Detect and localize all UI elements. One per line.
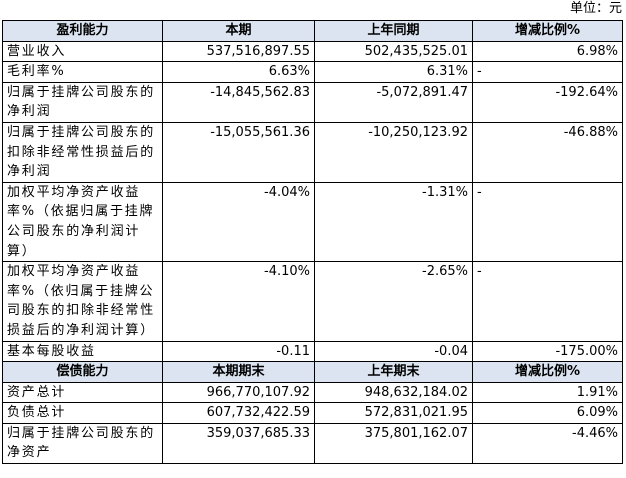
value-cell: 6.63% bbox=[162, 61, 315, 83]
header-cell: 偿债能力 bbox=[2, 361, 163, 383]
value-cell: -0.04 bbox=[314, 340, 473, 363]
data-row: 加权平均净资产收益率%（依据归属于挂牌公司股东的净利润计算） -4.04% -1.3… bbox=[2, 181, 623, 263]
value-cell: -14,845,562.83 bbox=[162, 81, 315, 123]
row-label: 归属于挂牌公司股东的净利润 bbox=[2, 81, 163, 123]
value-cell: -5,072,891.47 bbox=[314, 81, 473, 123]
row-label: 归属于挂牌公司股东的净资产 bbox=[2, 422, 163, 465]
unit-note: 单位：元 bbox=[569, 1, 622, 16]
value-cell: - bbox=[472, 181, 623, 263]
header-row: 盈利能力 本期 上年同期 增减比例% bbox=[2, 20, 623, 42]
header-cell: 盈利能力 bbox=[2, 20, 163, 42]
value-cell: 6.09% bbox=[472, 402, 623, 424]
row-label: 资产总计 bbox=[2, 381, 163, 404]
value-cell: 948,632,184.02 bbox=[314, 381, 473, 404]
value-cell: -1.31% bbox=[314, 181, 473, 263]
header-cell: 本期期末 bbox=[162, 361, 315, 383]
row-label: 负债总计 bbox=[2, 402, 163, 424]
value-cell: - bbox=[472, 61, 623, 83]
value-cell: 1.91% bbox=[472, 381, 623, 404]
data-row: 资产总计 966,770,107.92 948,632,184.02 1.91% bbox=[2, 381, 623, 404]
value-cell: -175.00% bbox=[472, 340, 623, 363]
value-cell: 6.98% bbox=[472, 40, 623, 63]
row-label: 归属于挂牌公司股东的扣除非经常性损益后的净利润 bbox=[2, 121, 163, 183]
value-cell: 572,831,021.95 bbox=[314, 402, 473, 424]
data-row: 负债总计 607,732,422.59 572,831,021.95 6.09% bbox=[2, 402, 623, 424]
header-cell: 上年同期 bbox=[314, 20, 473, 42]
value-cell: -10,250,123.92 bbox=[314, 121, 473, 183]
data-row: 毛利率% 6.63% 6.31% - bbox=[2, 61, 623, 83]
header-cell: 增减比例% bbox=[472, 20, 623, 42]
data-row: 基本每股收益 -0.11 -0.04 -175.00% bbox=[2, 340, 623, 363]
data-row: 归属于挂牌公司股东的扣除非经常性损益后的净利润 -15,055,561.36 -10… bbox=[2, 121, 623, 183]
data-row: 归属于挂牌公司股东的净利润 -14,845,562.83 -5,072,891.47… bbox=[2, 81, 623, 123]
value-cell: -192.64% bbox=[472, 81, 623, 123]
value-cell: 607,732,422.59 bbox=[162, 402, 315, 424]
row-label: 加权平均净资产收益率%（依据归属于挂牌公司股东的净利润计算） bbox=[2, 181, 163, 263]
value-cell: 502,435,525.01 bbox=[314, 40, 473, 63]
row-label: 基本每股收益 bbox=[2, 340, 163, 363]
value-cell: -15,055,561.36 bbox=[162, 121, 315, 183]
value-cell: -2.65% bbox=[314, 261, 473, 342]
value-cell: 375,801,162.07 bbox=[314, 422, 473, 465]
header-cell: 增减比例% bbox=[472, 361, 623, 383]
financial-table: 盈利能力 本期 上年同期 增减比例% 营业收入 537,516,897.55 502,435… bbox=[2, 20, 623, 465]
data-row: 加权平均净资产收益率%（依归属于挂牌公司股东的扣除非经常性损益后的净利润计算） -… bbox=[2, 261, 623, 342]
data-row: 营业收入 537,516,897.55 502,435,525.01 6.98% bbox=[2, 40, 623, 63]
header-row: 偿债能力 本期期末 上年期末 增减比例% bbox=[2, 361, 623, 383]
row-label: 营业收入 bbox=[2, 40, 163, 63]
value-cell: - bbox=[472, 261, 623, 342]
value-cell: 537,516,897.55 bbox=[162, 40, 315, 63]
header-cell: 本期 bbox=[162, 20, 315, 42]
value-cell: -46.88% bbox=[472, 121, 623, 183]
value-cell: 359,037,685.33 bbox=[162, 422, 315, 465]
row-label: 加权平均净资产收益率%（依归属于挂牌公司股东的扣除非经常性损益后的净利润计算） bbox=[2, 261, 163, 342]
value-cell: -4.04% bbox=[162, 181, 315, 263]
value-cell: 6.31% bbox=[314, 61, 473, 83]
value-cell: -0.11 bbox=[162, 340, 315, 363]
value-cell: 966,770,107.92 bbox=[162, 381, 315, 404]
value-cell: -4.46% bbox=[472, 422, 623, 465]
data-row: 归属于挂牌公司股东的净资产 359,037,685.33 375,801,162.0… bbox=[2, 422, 623, 465]
header-cell: 上年期末 bbox=[314, 361, 473, 383]
value-cell: -4.10% bbox=[162, 261, 315, 342]
row-label: 毛利率% bbox=[2, 61, 163, 83]
